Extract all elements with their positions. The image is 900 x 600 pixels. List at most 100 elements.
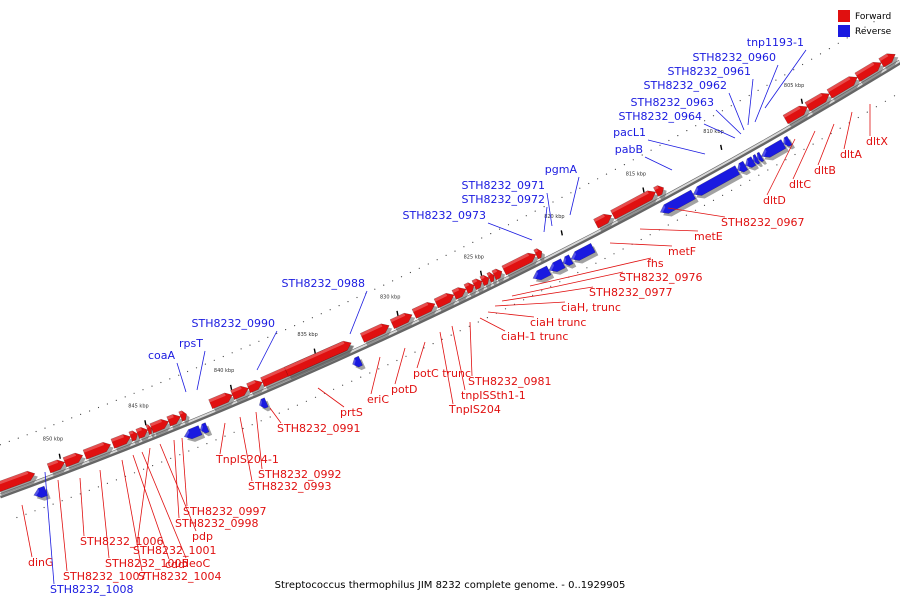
- gene-highlight: [737, 163, 741, 173]
- dot-below: [142, 389, 144, 391]
- dot-below: [873, 21, 875, 23]
- gene-dlta: [854, 61, 885, 85]
- gene-sth8232-0988: [352, 355, 366, 371]
- gene-label-sth8232-0997: STH8232_0997: [183, 505, 266, 518]
- gene-highlight: [532, 270, 538, 282]
- gene-highlight: [246, 380, 256, 387]
- dot-below: [784, 74, 786, 76]
- dot-above: [758, 174, 760, 176]
- gene-pacl1: [692, 165, 743, 199]
- leader-line: [57, 479, 68, 572]
- genome-caption: Streptococcus thermophilus JIM 8232 comp…: [275, 580, 626, 591]
- gene-body: [491, 268, 503, 281]
- gene-body: [199, 422, 210, 434]
- dot-above: [260, 420, 262, 422]
- gene-sth8232-1005: [82, 441, 114, 463]
- dot-above: [649, 234, 651, 236]
- gene-potc-trunc: [411, 302, 439, 322]
- dot-above: [25, 513, 27, 515]
- dot-below: [623, 164, 626, 166]
- gene-body: [878, 53, 896, 68]
- leader-line: [394, 347, 406, 385]
- gene-body: [761, 139, 787, 158]
- dot-above: [468, 325, 470, 327]
- gene-rpst: [199, 422, 213, 437]
- gene-body: [0, 470, 36, 492]
- tick-mark: [720, 144, 723, 151]
- gene-label-ding: dinG: [28, 556, 54, 569]
- leader-line: [792, 130, 816, 180]
- legend-label-reverse: Reverse: [855, 27, 892, 37]
- gene-label-prts: prtS: [340, 406, 363, 419]
- dot-above: [477, 321, 479, 323]
- gene-label-sth8232-0977: STH8232_0977: [589, 286, 672, 299]
- gene-body: [62, 452, 84, 468]
- dot-below: [213, 359, 215, 361]
- leader-line: [639, 228, 699, 232]
- leader-line: [132, 454, 170, 560]
- dot-above: [143, 468, 145, 470]
- gene-highlight: [33, 488, 40, 499]
- dot-below: [276, 332, 278, 335]
- gene-label-coaa: coaA: [148, 349, 176, 362]
- dot-below: [187, 370, 189, 373]
- leader-line: [269, 407, 282, 424]
- leader-line: [569, 176, 580, 216]
- leader-line: [843, 111, 853, 150]
- gene-highlight: [783, 106, 801, 118]
- gene-highlight: [110, 434, 124, 442]
- dot-below: [650, 149, 652, 151]
- gene-body: [246, 379, 263, 394]
- dot-above: [161, 461, 163, 463]
- legend: Forward Reverse: [838, 10, 892, 37]
- gene-label-rpst: rpsT: [179, 337, 203, 350]
- gene-tnpis204-1: [208, 392, 236, 412]
- gene-sth8232-0971: [562, 254, 577, 269]
- dot-above: [16, 516, 18, 519]
- leader-line: [196, 350, 206, 391]
- dot-above: [34, 510, 36, 512]
- gene-body: [570, 242, 596, 261]
- dot-above: [577, 271, 579, 274]
- dot-above: [432, 343, 434, 345]
- dot-above: [233, 431, 235, 433]
- tick-label: 805 kbp: [784, 83, 804, 89]
- gene-tnp1193-1: [783, 135, 795, 150]
- dot-below: [222, 355, 224, 358]
- gene-label-sth8232-1005: STH8232_1005: [105, 557, 188, 570]
- gene-body: [183, 425, 203, 440]
- gene-body: [463, 282, 475, 294]
- gene-label-sth8232-0973: STH8232_0973: [403, 209, 486, 222]
- gene-body: [562, 254, 574, 266]
- gene-label-sth8232-0988: STH8232_0988: [282, 277, 365, 290]
- dot-above: [794, 153, 796, 156]
- dot-below: [730, 105, 732, 107]
- dot-above: [459, 330, 461, 332]
- gene-sth8232-0962: [752, 153, 763, 168]
- dot-below: [436, 259, 438, 261]
- gene-eric: [359, 323, 393, 346]
- gene-pdp: [149, 418, 172, 436]
- dot-below: [605, 173, 608, 175]
- dot-above: [839, 127, 841, 129]
- tick-mark: [800, 98, 804, 104]
- leader-line: [501, 286, 594, 302]
- dot-above: [884, 100, 887, 102]
- gene-highlight: [745, 158, 749, 169]
- dot-below: [320, 313, 322, 315]
- dot-below: [392, 280, 394, 282]
- gene-mete: [610, 190, 659, 223]
- leader-line: [644, 156, 673, 171]
- dot-below: [338, 305, 340, 307]
- gene-body: [33, 485, 48, 498]
- gene-label-pabb: pabB: [615, 143, 643, 156]
- dot-above: [785, 159, 787, 161]
- axis-line: [0, 59, 900, 499]
- dot-above: [893, 95, 896, 97]
- dot-below: [400, 276, 403, 278]
- gene-pgma: [570, 242, 599, 264]
- gene-body: [46, 459, 66, 474]
- leader-line: [176, 362, 187, 393]
- leader-line: [667, 207, 726, 218]
- gene-label-sth8232-0971: STH8232_0971: [462, 179, 545, 192]
